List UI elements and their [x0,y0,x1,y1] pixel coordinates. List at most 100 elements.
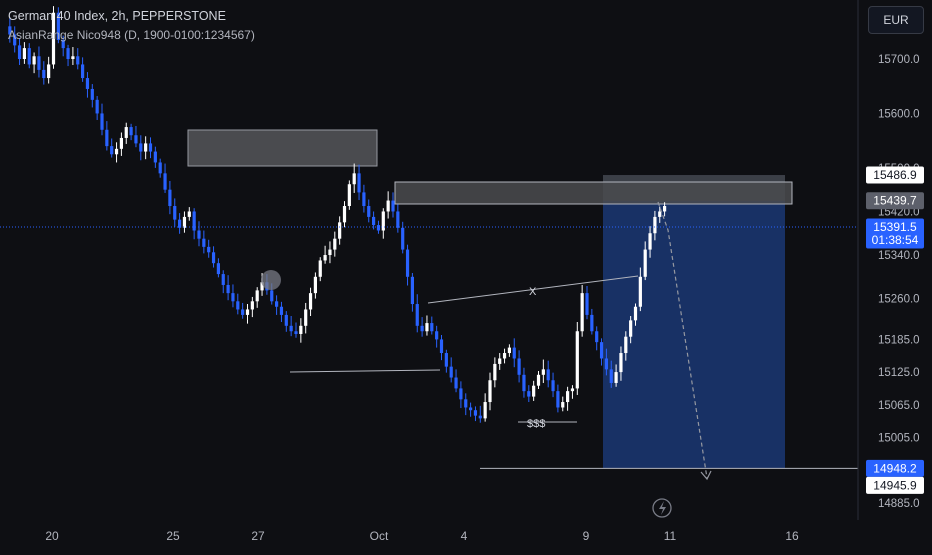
symbol-title: German 40 Index, 2h, PEPPERSTONE [8,9,226,23]
candle-body [289,325,293,332]
price-tick-label: 15125.0 [878,367,920,379]
candle-body [279,306,284,315]
candle-body [27,48,31,65]
candle-body [624,336,628,354]
candle [81,57,85,82]
candle-body [144,143,148,152]
candle-body [124,127,128,138]
candle-body [187,211,191,217]
candle [570,385,575,399]
candle-body [425,323,429,332]
price-label-text: 14948.2 [873,461,917,475]
candle-body [643,249,647,277]
price-tick-label: 15340.0 [878,250,920,262]
candle-body [522,374,526,392]
candle [245,304,250,324]
candle [643,241,647,281]
candle-body [585,293,589,315]
candle [144,136,148,160]
candle [536,370,541,389]
candle [192,208,196,240]
candle [178,213,182,234]
candle [580,284,584,337]
candle-body [488,380,492,403]
candle-body [342,206,347,223]
candle-body [51,12,56,65]
candle [386,191,390,219]
price-labels-layer: 15486.9 15439.7 15391.501:38:54 14948.2 1494… [866,166,924,494]
candle-body [663,206,667,212]
candle [372,211,376,230]
candle [444,349,448,373]
candle-body [619,353,623,373]
candle [498,353,502,370]
candle [197,221,201,247]
candle-body [226,284,230,294]
candle-body [207,246,211,253]
candle-body [570,388,575,392]
candle [599,338,604,366]
candle [153,146,157,168]
candle [415,294,419,333]
candle [71,47,75,65]
candle [148,137,153,159]
currency-button[interactable]: EUR [868,6,924,34]
candle [51,6,56,69]
candle-body [580,293,584,332]
candle [114,142,119,163]
candle [357,164,361,201]
candle [561,396,565,412]
price-label-text: 15486.9 [873,168,917,182]
candle [328,241,332,264]
candle-body [517,358,521,375]
trend-line [427,275,639,304]
price-tick-label: 15065.0 [878,400,920,412]
candle-body [182,216,187,228]
candle [439,335,444,361]
candle-body [110,146,114,155]
price-label: 15486.9 [866,166,924,184]
candle-body [8,26,12,35]
candle [347,180,351,210]
candle-body [575,331,579,389]
candle [129,123,133,141]
candle-body [231,293,235,302]
candle [541,359,545,383]
candle-body [483,402,487,419]
price-axis: 15700.015600.015500.015420.015340.015260… [857,0,920,520]
candle-body [76,56,80,65]
candle-body [357,173,361,193]
candle-body [609,369,613,383]
candle [105,121,109,151]
candle [134,125,138,148]
candle-body [119,137,123,149]
candle-body [294,331,298,334]
candle [478,405,482,423]
countdown-label-text: 01:38:54 [872,233,919,247]
candle [17,38,22,65]
candle [56,7,60,44]
replay-icon [652,498,672,518]
candle [338,216,342,245]
candle [163,163,167,193]
candle [648,226,652,258]
candle [391,192,395,218]
candle [289,316,293,337]
candle-body [473,410,478,416]
candle [187,207,191,221]
candle-body [216,263,220,275]
candle-body [202,238,206,247]
candle [420,317,424,337]
candle-body [37,56,41,70]
candle-body [241,309,245,315]
candle [604,348,608,376]
candle-body [168,189,172,207]
candle-body [435,331,439,340]
indicator-legend[interactable]: AsianRange Nico948 (D, 1900-0100:1234567… [8,28,255,42]
candle-body [532,385,536,397]
candle [430,316,434,335]
candle-body [81,64,85,79]
candle [483,393,487,422]
